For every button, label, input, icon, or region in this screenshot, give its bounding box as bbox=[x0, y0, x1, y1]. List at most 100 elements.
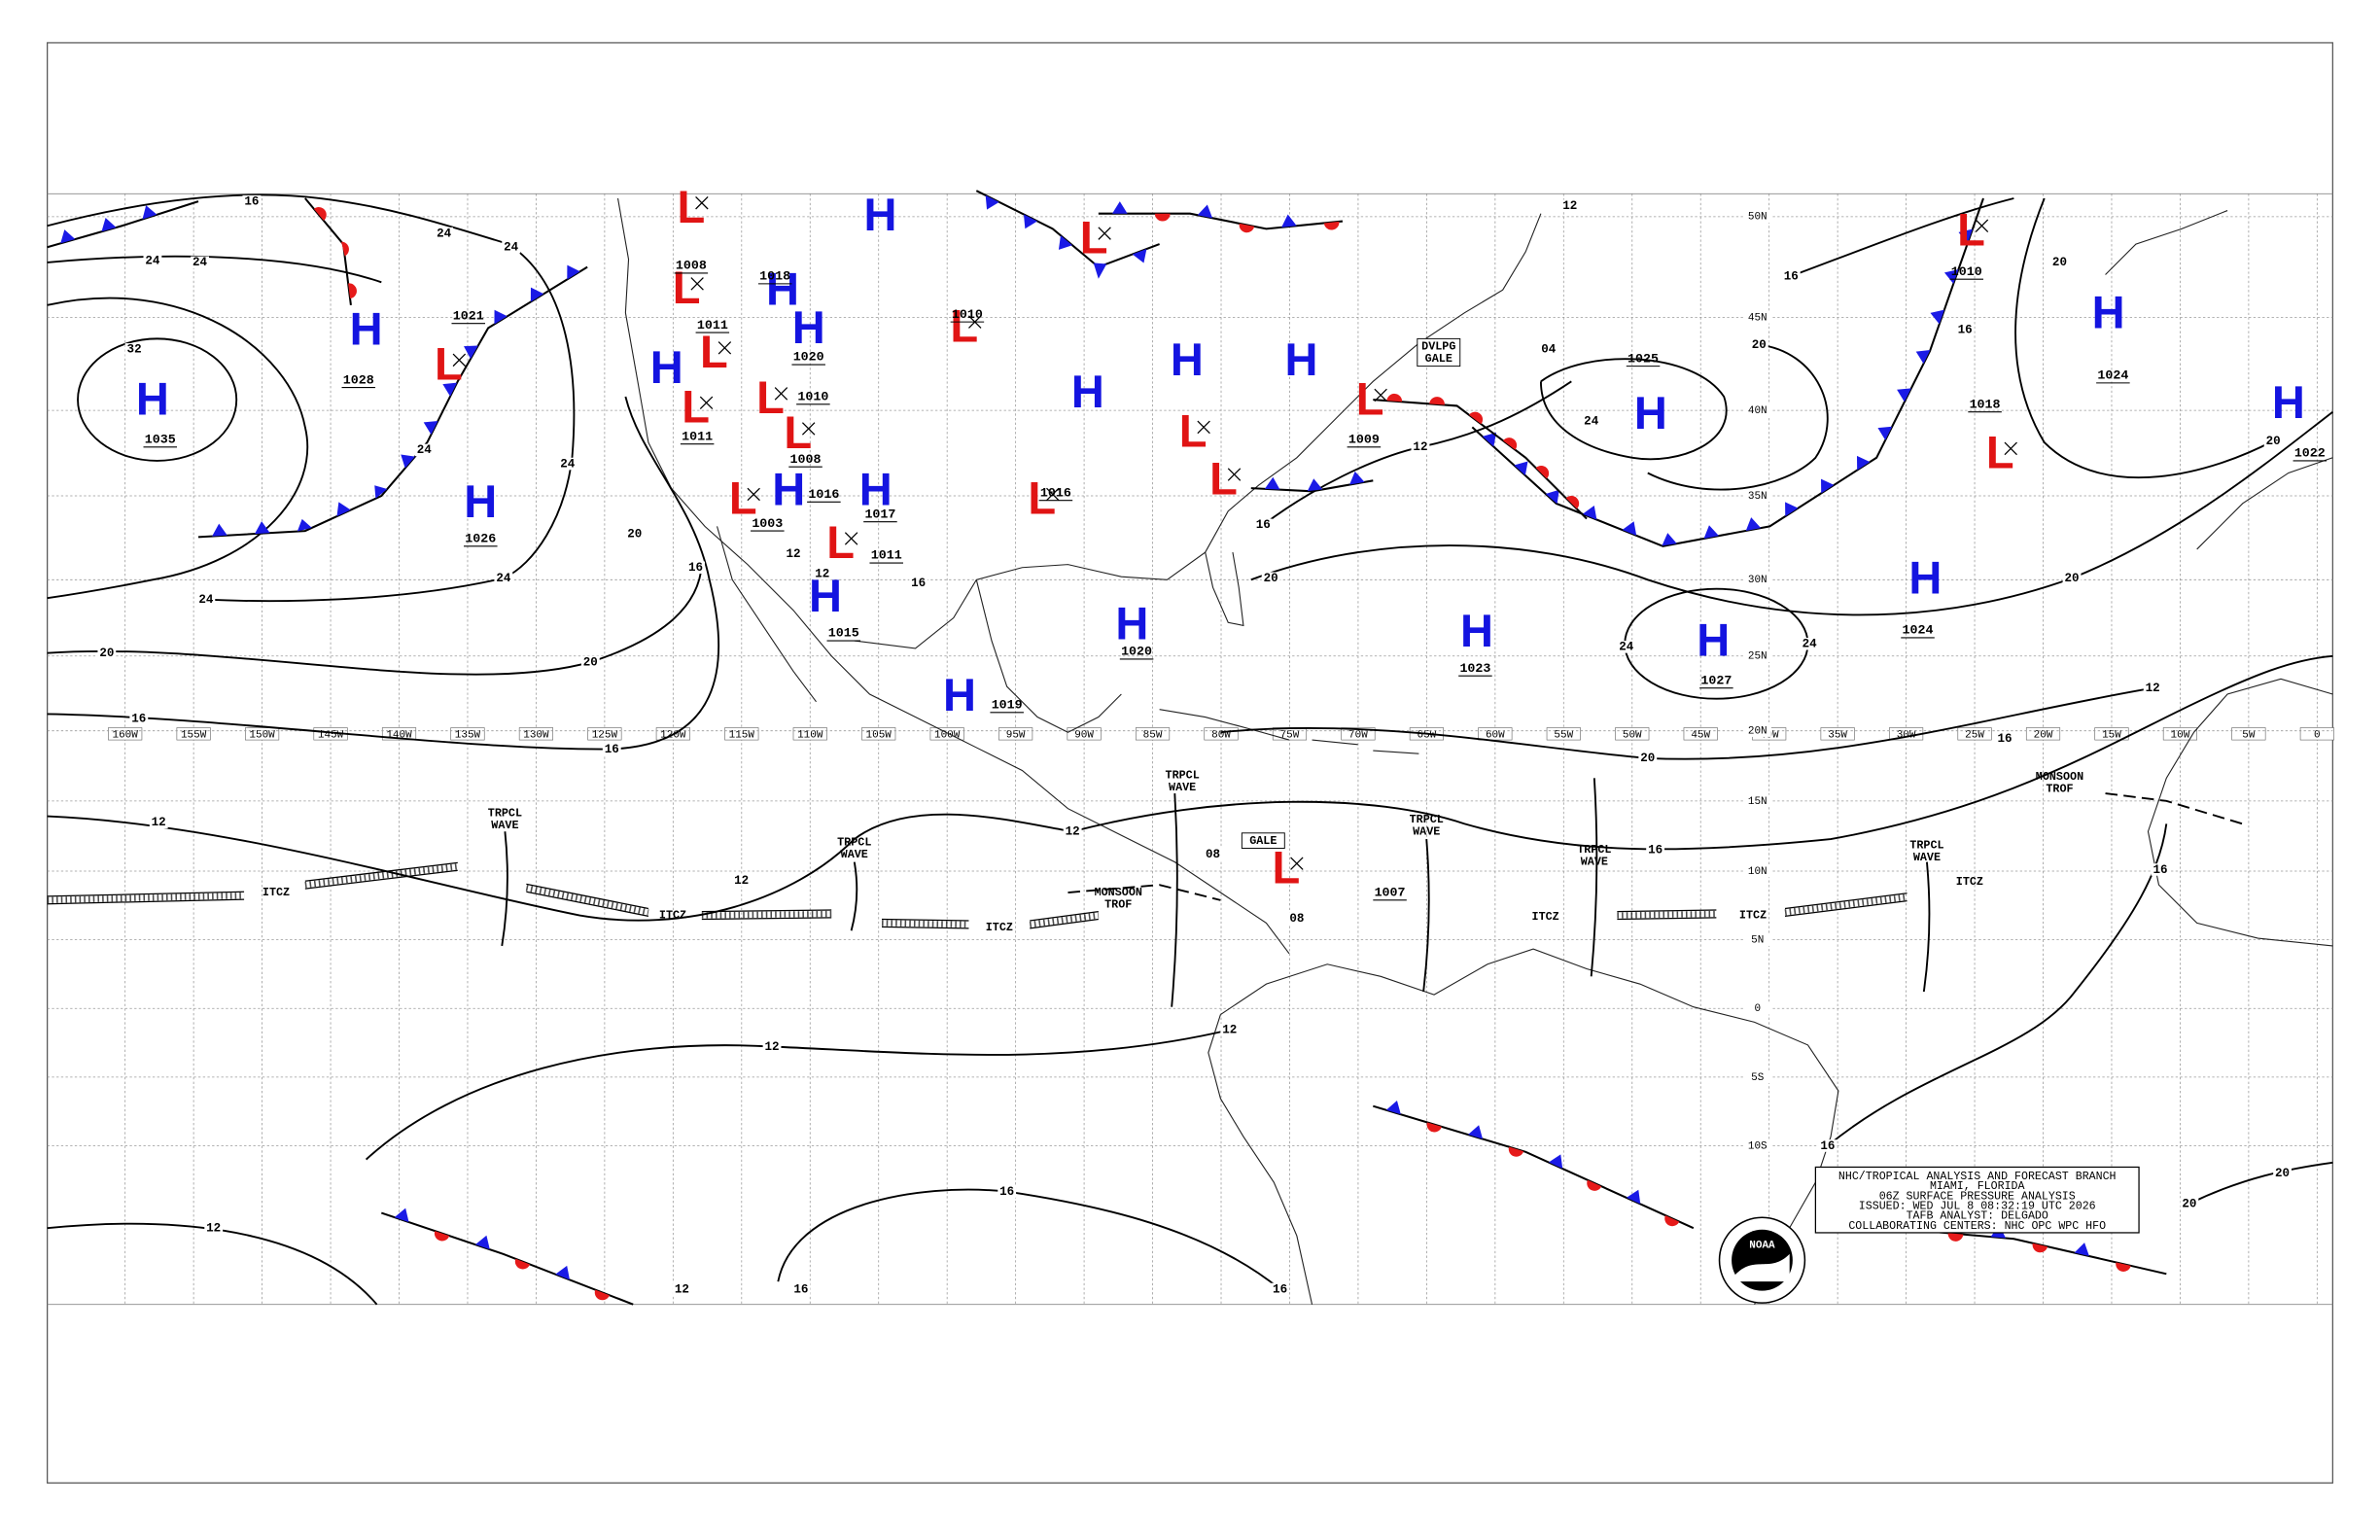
isobar bbox=[2014, 197, 2274, 479]
tropical-wave bbox=[1171, 792, 1178, 1007]
lat-label: 25N bbox=[1748, 651, 1768, 663]
isobar bbox=[1790, 197, 2014, 277]
lon-label-box bbox=[587, 727, 622, 741]
isobar-label-bg bbox=[813, 567, 832, 580]
cold-front-pip bbox=[401, 454, 415, 469]
cold-front-pip bbox=[1307, 478, 1323, 492]
cold-front-pip bbox=[1582, 505, 1597, 520]
coast bbox=[975, 579, 1122, 733]
tropical-wave bbox=[850, 861, 858, 931]
pressure-label: 1017 bbox=[864, 508, 895, 522]
high-center: H bbox=[1285, 333, 1318, 385]
lat-label-box bbox=[1743, 864, 1771, 878]
pressure-label: 1009 bbox=[1348, 433, 1380, 447]
pressure-label: 1018 bbox=[1970, 398, 2001, 412]
isobar-label-bg bbox=[1287, 912, 1307, 925]
cold-front-pip bbox=[1023, 214, 1038, 229]
cold-front-pip bbox=[1703, 525, 1719, 539]
isobar-label: 16 bbox=[911, 577, 926, 590]
high-center: H bbox=[350, 303, 383, 355]
cold-front-pip bbox=[1482, 432, 1497, 447]
high-center: H bbox=[464, 475, 497, 527]
isobar-label: 16 bbox=[1997, 732, 2012, 746]
isobar-label-bg bbox=[1261, 572, 1280, 585]
isobar-label: 16 bbox=[605, 743, 619, 756]
cold-front-pip bbox=[1930, 309, 1944, 325]
isobar-label: 12 bbox=[786, 547, 800, 561]
low-position bbox=[2004, 441, 2017, 456]
cold-front-pip bbox=[1915, 350, 1931, 365]
lon-label: 95W bbox=[1006, 730, 1026, 742]
pressure-label: 1035 bbox=[145, 433, 176, 447]
cold-front-pip bbox=[1662, 533, 1677, 546]
isobar-label-bg bbox=[196, 593, 216, 606]
lon-label: 150W bbox=[249, 730, 275, 742]
lon-label: 35W bbox=[1828, 730, 1847, 742]
stationary-front bbox=[1373, 1104, 1695, 1230]
warm-front-pip bbox=[313, 207, 327, 221]
isobar-label: 12 bbox=[2146, 682, 2160, 695]
itcz-edge bbox=[1784, 892, 1908, 910]
lat-label-box bbox=[1743, 933, 1771, 946]
lat-label: 10N bbox=[1748, 866, 1768, 878]
low-position bbox=[774, 387, 788, 401]
isobar-label-bg bbox=[1995, 732, 2014, 745]
feature-label: ITCZ bbox=[1956, 875, 1983, 889]
pressure-label: 1010 bbox=[797, 391, 828, 405]
isobar bbox=[47, 255, 382, 284]
isobar-label-bg bbox=[129, 712, 149, 725]
feature-label: ITCZ bbox=[1532, 910, 1559, 924]
isobar-label-bg bbox=[1800, 637, 1819, 650]
high-center: H bbox=[650, 341, 683, 393]
lon-label: 70W bbox=[1348, 730, 1368, 742]
pressure-label: 1016 bbox=[808, 488, 839, 503]
low-center: L bbox=[673, 262, 701, 313]
lon-label: 160W bbox=[113, 730, 139, 742]
warm-front-pip bbox=[434, 1231, 450, 1242]
pressure-label: 1011 bbox=[697, 319, 728, 333]
warm-front-pip bbox=[2116, 1262, 2131, 1272]
cold-front-pip bbox=[374, 485, 388, 499]
low-center: L bbox=[950, 299, 978, 351]
lon-label-box bbox=[724, 727, 759, 741]
lon-label: 60W bbox=[1486, 730, 1505, 742]
itcz-edge bbox=[701, 917, 832, 921]
cold-front-pip bbox=[1548, 1154, 1563, 1170]
cold-front bbox=[1471, 197, 1984, 547]
lon-label: 125W bbox=[592, 730, 618, 742]
cold-front-pip bbox=[1264, 476, 1280, 490]
lat-label: 40N bbox=[1748, 405, 1768, 417]
isobar-label-bg bbox=[97, 647, 117, 659]
cold-front-pip bbox=[394, 1208, 409, 1223]
isobar-label-bg bbox=[2151, 863, 2170, 876]
isobar bbox=[47, 193, 519, 249]
low-center: L bbox=[1179, 405, 1208, 457]
isobar-label: 16 bbox=[1784, 269, 1799, 283]
pressure-label: 1021 bbox=[453, 309, 484, 324]
lon-label: 25W bbox=[1965, 730, 1984, 742]
cold-front-pip bbox=[530, 287, 544, 302]
lat-label-box bbox=[1743, 489, 1771, 503]
stationary-front bbox=[380, 1211, 634, 1306]
low-center: L bbox=[1986, 427, 2014, 478]
high-center: H bbox=[1697, 614, 1730, 666]
cold-front-pip bbox=[1058, 235, 1072, 250]
warm-front-pip bbox=[1664, 1215, 1680, 1227]
feature-label: MONSOON bbox=[2036, 770, 2083, 784]
isobar-label: 12 bbox=[152, 816, 166, 829]
isobar bbox=[1071, 654, 2333, 851]
isobar-label: 12 bbox=[1413, 440, 1427, 454]
pressure-label: 1018 bbox=[759, 270, 790, 285]
feature-label: WAVE bbox=[1169, 781, 1196, 794]
isobar bbox=[2188, 1161, 2333, 1205]
feature-label: TRPCL bbox=[1410, 813, 1444, 826]
isobar bbox=[47, 297, 309, 600]
feature-label: ITCZ bbox=[659, 909, 686, 923]
lat-label-box bbox=[1743, 794, 1771, 808]
title-line: COLLABORATING CENTERS: NHC OPC WPC HFO bbox=[1848, 1220, 2106, 1233]
cold-front-pip bbox=[442, 382, 458, 397]
isobar-label-bg bbox=[686, 561, 705, 575]
cold-front-pip bbox=[1943, 269, 1959, 284]
pressure-label: 1011 bbox=[682, 430, 713, 444]
